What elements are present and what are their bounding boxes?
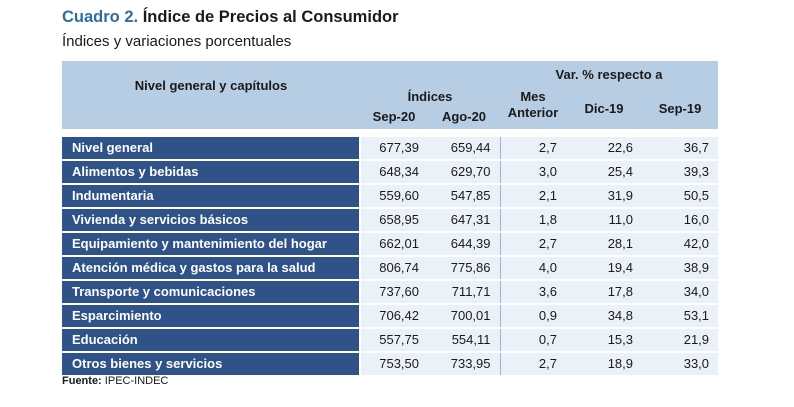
cell-ago20: 629,70	[428, 160, 500, 185]
cell-mes-anterior: 4,0	[499, 256, 566, 281]
header-ago20: Ago-20	[428, 109, 500, 129]
cell-ago20: 547,85	[428, 184, 500, 209]
cell-dic19: 34,8	[566, 304, 642, 329]
cell-sep20: 559,60	[359, 184, 428, 209]
header-sep19: Sep-19	[642, 89, 719, 129]
cell-mes-anterior: 3,0	[499, 160, 566, 185]
row-label: Otros bienes y servicios	[62, 352, 361, 377]
header-indices: Índices	[360, 89, 500, 109]
cell-sep19: 39,3	[642, 160, 719, 185]
cell-sep19: 36,7	[642, 137, 719, 161]
cell-sep20: 806,74	[359, 256, 428, 281]
cell-dic19: 19,4	[566, 256, 642, 281]
cell-mes-anterior: 2,1	[499, 184, 566, 209]
table-row: Alimentos y bebidas 648,34 629,70 3,0 25,4 39…	[62, 160, 719, 185]
table-row: Otros bienes y servicios 753,50 733,95 2,7 1…	[62, 352, 719, 377]
row-label: Alimentos y bebidas	[62, 160, 361, 185]
table-title: Cuadro 2. Índice de Precios al Consumido…	[62, 8, 399, 27]
cell-sep19: 34,0	[642, 280, 719, 305]
cell-ago20: 554,11	[428, 328, 500, 353]
cell-dic19: 17,8	[566, 280, 642, 305]
cell-dic19: 18,9	[566, 352, 642, 377]
cell-sep19: 33,0	[642, 352, 719, 377]
cell-dic19: 31,9	[566, 184, 642, 209]
cpi-table: Nivel general y capítulos Var. % respect…	[62, 61, 719, 377]
cell-ago20: 733,95	[428, 352, 500, 377]
header-var-group: Var. % respecto a	[500, 61, 719, 89]
cell-sep19: 16,0	[642, 208, 719, 233]
cell-mes-anterior: 2,7	[499, 232, 566, 257]
row-label: Transporte y comunicaciones	[62, 280, 361, 305]
table-number: Cuadro 2.	[62, 8, 139, 26]
cell-ago20: 647,31	[428, 208, 500, 233]
table-row: Atención médica y gastos para la salud 80…	[62, 256, 719, 281]
row-label: Indumentaria	[62, 184, 361, 209]
cell-mes-anterior: 3,6	[499, 280, 566, 305]
cell-mes-anterior: 2,7	[499, 137, 566, 161]
cell-sep19: 42,0	[642, 232, 719, 257]
source-note: Fuente: IPEC-INDEC	[62, 375, 168, 387]
cell-sep19: 50,5	[642, 184, 719, 209]
cell-ago20: 775,86	[428, 256, 500, 281]
row-label: Atención médica y gastos para la salud	[62, 256, 361, 281]
cell-sep19: 38,9	[642, 256, 719, 281]
cell-sep19: 21,9	[642, 328, 719, 353]
header-sep20: Sep-20	[360, 109, 428, 129]
cell-dic19: 22,6	[566, 137, 642, 161]
row-label: Educación	[62, 328, 361, 353]
cell-mes-anterior: 1,8	[499, 208, 566, 233]
table-subtitle: Índices y variaciones porcentuales	[62, 33, 292, 50]
row-label: Vivienda y servicios básicos	[62, 208, 361, 233]
cell-mes-anterior: 2,7	[499, 352, 566, 377]
cell-sep20: 658,95	[359, 208, 428, 233]
table-row: Nivel general 677,39 659,44 2,7 22,6 36,7	[62, 137, 719, 161]
table-row: Indumentaria 559,60 547,85 2,1 31,9 50,5	[62, 184, 719, 209]
header-mes-anterior: Mes Anterior	[500, 89, 566, 129]
cell-sep20: 557,75	[359, 328, 428, 353]
table-row: Vivienda y servicios básicos 658,95 647,31…	[62, 208, 719, 233]
cell-dic19: 28,1	[566, 232, 642, 257]
cell-ago20: 700,01	[428, 304, 500, 329]
cell-ago20: 659,44	[428, 137, 500, 161]
table-header: Nivel general y capítulos Var. % respect…	[62, 61, 719, 137]
table-body: Nivel general 677,39 659,44 2,7 22,6 36,7 Alim…	[62, 137, 719, 377]
header-mes-line1: Mes	[520, 89, 546, 104]
cell-mes-anterior: 0,9	[499, 304, 566, 329]
cell-sep20: 648,34	[359, 160, 428, 185]
table-title-text: Índice de Precios al Consumidor	[142, 8, 399, 26]
row-label: Equipamiento y mantenimiento del hogar	[62, 232, 361, 257]
header-mes-line2: Anterior	[507, 105, 559, 120]
table-row: Equipamiento y mantenimiento del hogar 66…	[62, 232, 719, 257]
cell-sep20: 737,60	[359, 280, 428, 305]
cell-sep20: 706,42	[359, 304, 428, 329]
table-row: Transporte y comunicaciones 737,60 711,71 3…	[62, 280, 719, 305]
row-label: Esparcimiento	[62, 304, 361, 329]
cell-sep20: 662,01	[359, 232, 428, 257]
cell-dic19: 15,3	[566, 328, 642, 353]
row-label: Nivel general	[62, 137, 361, 161]
cell-mes-anterior: 0,7	[499, 328, 566, 353]
cell-dic19: 25,4	[566, 160, 642, 185]
table-row: Educación 557,75 554,11 0,7 15,3 21,9	[62, 328, 719, 353]
cell-sep20: 753,50	[359, 352, 428, 377]
cell-sep20: 677,39	[359, 137, 428, 161]
cell-sep19: 53,1	[642, 304, 719, 329]
table-row: Esparcimiento 706,42 700,01 0,9 34,8 53,1	[62, 304, 719, 329]
header-category: Nivel general y capítulos	[62, 61, 360, 129]
cell-dic19: 11,0	[566, 208, 642, 233]
source-text: IPEC-INDEC	[104, 375, 169, 387]
source-label: Fuente:	[62, 375, 102, 387]
cell-ago20: 644,39	[428, 232, 500, 257]
header-dic19: Dic-19	[566, 89, 642, 129]
cell-ago20: 711,71	[428, 280, 500, 305]
